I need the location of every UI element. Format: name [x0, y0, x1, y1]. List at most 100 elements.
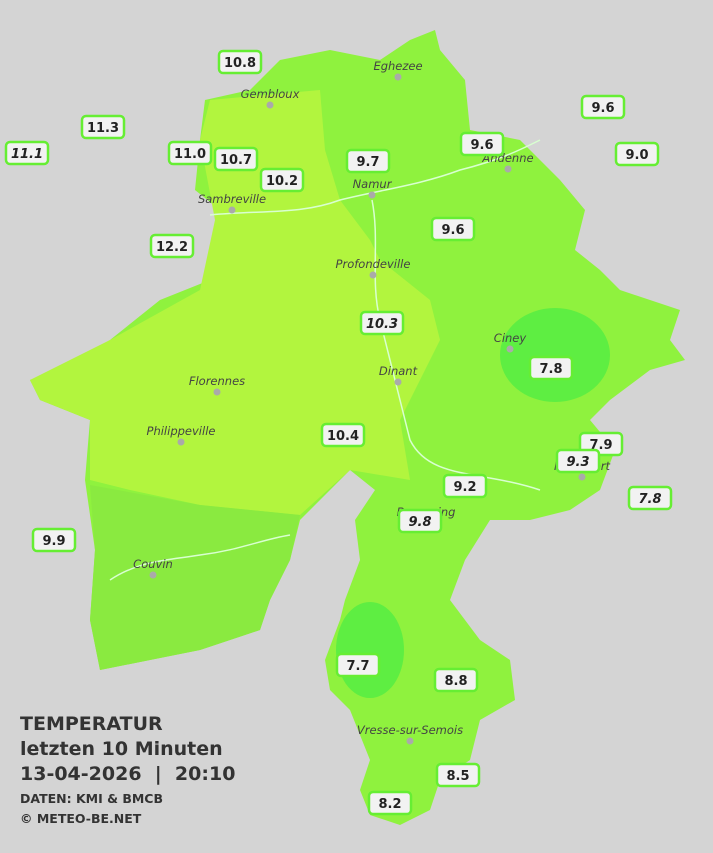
station-value: 9.0 [625, 148, 648, 163]
title-line: TEMPERATUR [20, 713, 163, 735]
stations: 10.8 11.3 11.1 11.0 10.7 10.2 9.7 9.6 9.6 9.0 12.2… [4, 49, 673, 816]
station-value: 10.2 [266, 174, 298, 189]
station-box [627, 485, 673, 511]
station-value: 9.9 [42, 534, 65, 549]
station-value: 11.3 [87, 121, 119, 136]
station-value: 9.6 [441, 223, 464, 238]
cool-zone [336, 602, 404, 698]
station: 8.2 [367, 790, 413, 816]
station-value: 8.8 [444, 674, 467, 689]
city-dot [506, 345, 514, 353]
station-value: 9.3 [566, 455, 589, 470]
city-label: Gembloux [241, 87, 300, 101]
cool-zone [500, 308, 610, 402]
city-label: Profondeville [336, 257, 411, 271]
cities: EghezeeGemblouxAndenneNamurSambrevillePr… [133, 59, 611, 745]
station-value: 9.8 [408, 515, 431, 530]
city-label: Namur [353, 177, 393, 191]
city-dot [578, 473, 586, 481]
station-box [4, 140, 50, 166]
station-box [345, 148, 391, 174]
city-dot [406, 737, 414, 745]
station-value: 9.2 [453, 480, 476, 495]
city-label: Vresse-sur-Semois [357, 723, 463, 737]
station-box [528, 355, 574, 381]
station: 11.1 [4, 140, 50, 166]
city-dot [394, 378, 402, 386]
station-value: 10.7 [220, 153, 252, 168]
station-value: 7.8 [638, 492, 661, 507]
station: 9.6 [580, 94, 626, 120]
station: 10.7 [213, 146, 259, 172]
station-box [31, 527, 77, 553]
station: 9.6 [459, 131, 505, 157]
station-box [213, 146, 259, 172]
station-value: 9.6 [591, 101, 614, 116]
station: 7.7 [335, 652, 381, 678]
station: 9.6 [430, 216, 476, 242]
source: DATEN: KMI & BMCB [20, 791, 163, 806]
station-box [367, 790, 413, 816]
station-box [435, 762, 481, 788]
station-box [359, 310, 405, 336]
station-value: 8.5 [446, 769, 469, 784]
station-box [217, 49, 263, 75]
station-box [614, 141, 660, 167]
city-dot [149, 571, 157, 579]
station-box [580, 94, 626, 120]
city-dot [213, 388, 221, 396]
station: 9.7 [345, 148, 391, 174]
station-value: 10.4 [327, 429, 359, 444]
city-dot [504, 165, 512, 173]
city-label: Philippeville [147, 424, 216, 438]
station-box [459, 131, 505, 157]
station: 9.8 [397, 508, 443, 534]
legend-block: TEMPERATUR letzten 10 Minuten 13-04-2026… [20, 713, 235, 826]
southwest-zone [90, 485, 300, 670]
copyright: © METEO-BE.NET [20, 811, 142, 826]
city-label: Sambreville [198, 192, 266, 206]
station: 10.3 [359, 310, 405, 336]
city-dot [369, 271, 377, 279]
river [109, 534, 291, 581]
station-box [442, 473, 488, 499]
station: 10.2 [259, 167, 305, 193]
station: 9.9 [31, 527, 77, 553]
station-value: 11.0 [174, 147, 206, 162]
station-value: 12.2 [156, 240, 188, 255]
city-dot [394, 73, 402, 81]
station-box [555, 448, 601, 474]
station: 9.3 [555, 448, 601, 474]
station: 11.3 [80, 114, 126, 140]
station-box [149, 233, 195, 259]
title-line: letzten 10 Minuten [20, 738, 223, 760]
city-label: Ciney [494, 331, 527, 345]
station: 11.0 [167, 140, 213, 166]
station-box [259, 167, 305, 193]
station-value: 10.3 [366, 317, 398, 332]
station-value: 7.7 [346, 659, 369, 674]
city-label: Eghezee [373, 59, 422, 73]
station-value: 9.7 [356, 155, 379, 170]
station-value: 11.1 [11, 147, 43, 162]
station-box [167, 140, 213, 166]
station: 7.8 [528, 355, 574, 381]
city-label: Florennes [189, 374, 245, 388]
station: 9.0 [614, 141, 660, 167]
station-box [320, 422, 366, 448]
title-line: 13-04-2026 | 20:10 [20, 763, 235, 785]
station: 10.8 [217, 49, 263, 75]
river [209, 139, 541, 216]
station: 8.5 [435, 762, 481, 788]
city-dot [177, 438, 185, 446]
station-box [433, 667, 479, 693]
city-dot [228, 206, 236, 214]
station: 12.2 [149, 233, 195, 259]
station-value: 8.2 [378, 797, 401, 812]
city-dot [368, 191, 376, 199]
station-box [80, 114, 126, 140]
station: 8.8 [433, 667, 479, 693]
station: 9.2 [442, 473, 488, 499]
city-label: Dinant [379, 364, 418, 378]
